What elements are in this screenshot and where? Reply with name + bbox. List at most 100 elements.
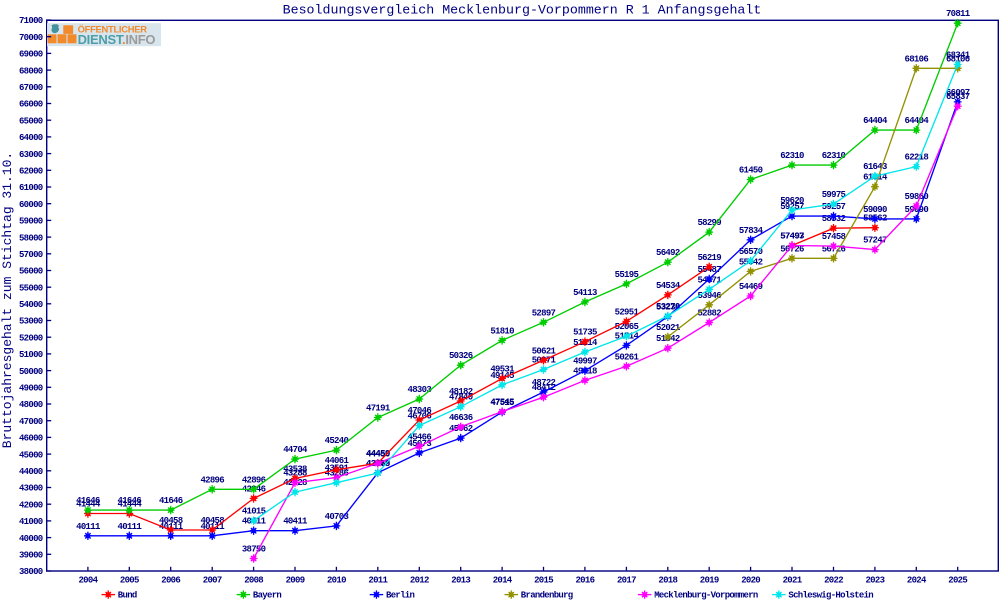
svg-text:43000: 43000 [19, 484, 43, 494]
svg-text:51735: 51735 [573, 328, 597, 338]
svg-text:46636: 46636 [449, 413, 473, 423]
svg-text:47545: 47545 [490, 398, 514, 408]
svg-text:2011: 2011 [368, 575, 388, 585]
svg-text:40000: 40000 [19, 534, 43, 544]
svg-text:67000: 67000 [19, 83, 43, 93]
svg-text:45466: 45466 [408, 432, 432, 442]
svg-text:2022: 2022 [824, 575, 843, 585]
svg-text:42000: 42000 [19, 500, 43, 510]
svg-text:2020: 2020 [741, 575, 760, 585]
svg-text:41444: 41444 [118, 500, 143, 510]
svg-text:45240: 45240 [325, 436, 349, 446]
svg-text:42896: 42896 [200, 475, 224, 485]
svg-text:54469: 54469 [739, 282, 763, 292]
svg-text:59090: 59090 [863, 205, 887, 215]
svg-text:2008: 2008 [244, 575, 263, 585]
svg-text:Bruttojahresgehalt zum Stichta: Bruttojahresgehalt zum Stichtag 31.10. [0, 152, 15, 448]
svg-text:47000: 47000 [19, 417, 43, 427]
svg-text:43288: 43288 [283, 469, 307, 479]
svg-text:68341: 68341 [946, 50, 971, 60]
svg-text:56570: 56570 [739, 247, 763, 257]
svg-text:2023: 2023 [865, 575, 884, 585]
svg-text:51810: 51810 [490, 326, 514, 336]
svg-text:47046: 47046 [408, 406, 432, 416]
svg-text:41444: 41444 [76, 500, 101, 510]
svg-text:40111: 40111 [200, 522, 225, 532]
svg-text:2010: 2010 [327, 575, 346, 585]
svg-text:52000: 52000 [19, 333, 43, 343]
svg-text:53270: 53270 [656, 302, 680, 312]
svg-text:47191: 47191 [366, 404, 391, 414]
svg-text:52065: 52065 [615, 322, 639, 332]
svg-text:43538: 43538 [283, 465, 307, 475]
svg-text:40411: 40411 [283, 517, 308, 527]
svg-text:68000: 68000 [19, 66, 43, 76]
svg-text:2024: 2024 [907, 575, 927, 585]
svg-text:49531: 49531 [490, 365, 515, 375]
svg-text:51000: 51000 [19, 350, 43, 360]
svg-text:68106: 68106 [905, 54, 929, 64]
svg-text:57458: 57458 [822, 232, 846, 242]
svg-text:53238: 53238 [656, 303, 680, 313]
svg-text:60000: 60000 [19, 200, 43, 210]
svg-text:57497: 57497 [780, 232, 804, 242]
svg-text:2007: 2007 [203, 575, 222, 585]
svg-text:45000: 45000 [19, 450, 43, 460]
svg-text:Brandenburg: Brandenburg [521, 591, 573, 600]
svg-text:41646: 41646 [76, 496, 100, 506]
svg-text:44000: 44000 [19, 467, 43, 477]
svg-text:66097: 66097 [946, 88, 970, 98]
svg-text:56492: 56492 [656, 248, 680, 258]
svg-text:2005: 2005 [120, 575, 139, 585]
svg-text:42896: 42896 [242, 475, 266, 485]
svg-text:48303: 48303 [408, 385, 432, 395]
svg-text:49997: 49997 [573, 357, 597, 367]
svg-text:ÖFFENTLICHER: ÖFFENTLICHER [78, 24, 148, 35]
svg-text:66000: 66000 [19, 100, 43, 110]
svg-text:62218: 62218 [905, 153, 929, 163]
svg-text:44459: 44459 [366, 449, 390, 459]
svg-text:2018: 2018 [658, 575, 677, 585]
svg-text:48722: 48722 [532, 378, 556, 388]
svg-text:2004: 2004 [78, 575, 98, 585]
svg-text:61643: 61643 [863, 162, 887, 172]
svg-text:41015: 41015 [242, 507, 266, 517]
svg-text:40111: 40111 [76, 522, 101, 532]
svg-text:71000: 71000 [19, 16, 43, 26]
svg-text:41000: 41000 [19, 517, 43, 527]
svg-text:41646: 41646 [159, 496, 183, 506]
svg-text:Bund: Bund [118, 591, 137, 600]
svg-text:57834: 57834 [739, 226, 764, 236]
svg-text:52951: 52951 [615, 307, 640, 317]
svg-text:62000: 62000 [19, 167, 43, 177]
svg-text:61450: 61450 [739, 166, 763, 176]
svg-text:2014: 2014 [493, 575, 513, 585]
svg-text:48000: 48000 [19, 400, 43, 410]
svg-text:50621: 50621 [532, 346, 557, 356]
svg-text:46000: 46000 [19, 434, 43, 444]
svg-text:44704: 44704 [283, 445, 308, 455]
svg-text:64404: 64404 [863, 116, 888, 126]
svg-text:59860: 59860 [905, 192, 929, 202]
svg-text:62310: 62310 [822, 151, 846, 161]
svg-text:57247: 57247 [863, 236, 887, 246]
svg-text:50261: 50261 [615, 352, 640, 362]
svg-text:61000: 61000 [19, 183, 43, 193]
svg-text:44061: 44061 [325, 456, 350, 466]
svg-text:Mecklenburg-Vorpommern: Mecklenburg-Vorpommern [654, 591, 758, 600]
svg-text:2025: 2025 [948, 575, 967, 585]
svg-text:57000: 57000 [19, 250, 43, 260]
svg-text:2021: 2021 [783, 575, 803, 585]
svg-text:2009: 2009 [286, 575, 305, 585]
svg-text:49000: 49000 [19, 384, 43, 394]
svg-text:59620: 59620 [780, 196, 804, 206]
svg-text:56000: 56000 [19, 267, 43, 277]
svg-text:38750: 38750 [242, 545, 266, 555]
svg-text:58000: 58000 [19, 233, 43, 243]
svg-text:2017: 2017 [617, 575, 636, 585]
svg-text:Besoldungsvergleich Mecklenbur: Besoldungsvergleich Mecklenburg-Vorpomme… [283, 2, 762, 17]
svg-text:52897: 52897 [532, 308, 556, 318]
svg-text:40111: 40111 [118, 522, 143, 532]
svg-text:65000: 65000 [19, 116, 43, 126]
svg-text:2013: 2013 [451, 575, 470, 585]
